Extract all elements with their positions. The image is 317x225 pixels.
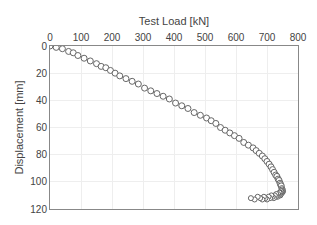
svg-text:0: 0	[47, 32, 53, 43]
svg-text:80: 80	[36, 149, 48, 160]
svg-text:700: 700	[259, 32, 276, 43]
svg-text:40: 40	[36, 95, 48, 106]
svg-text:400: 400	[166, 32, 183, 43]
svg-text:100: 100	[73, 32, 90, 43]
svg-text:60: 60	[36, 122, 48, 133]
svg-text:600: 600	[228, 32, 245, 43]
svg-text:800: 800	[290, 32, 307, 43]
svg-text:500: 500	[197, 32, 214, 43]
svg-text:120: 120	[30, 204, 47, 215]
svg-text:100: 100	[30, 176, 47, 187]
svg-text:Displacement [mm]: Displacement [mm]	[13, 80, 25, 174]
svg-text:200: 200	[104, 32, 121, 43]
svg-text:Test Load [kN]: Test Load [kN]	[139, 15, 209, 27]
svg-text:20: 20	[36, 68, 48, 79]
svg-text:300: 300	[135, 32, 152, 43]
svg-text:0: 0	[41, 41, 47, 52]
